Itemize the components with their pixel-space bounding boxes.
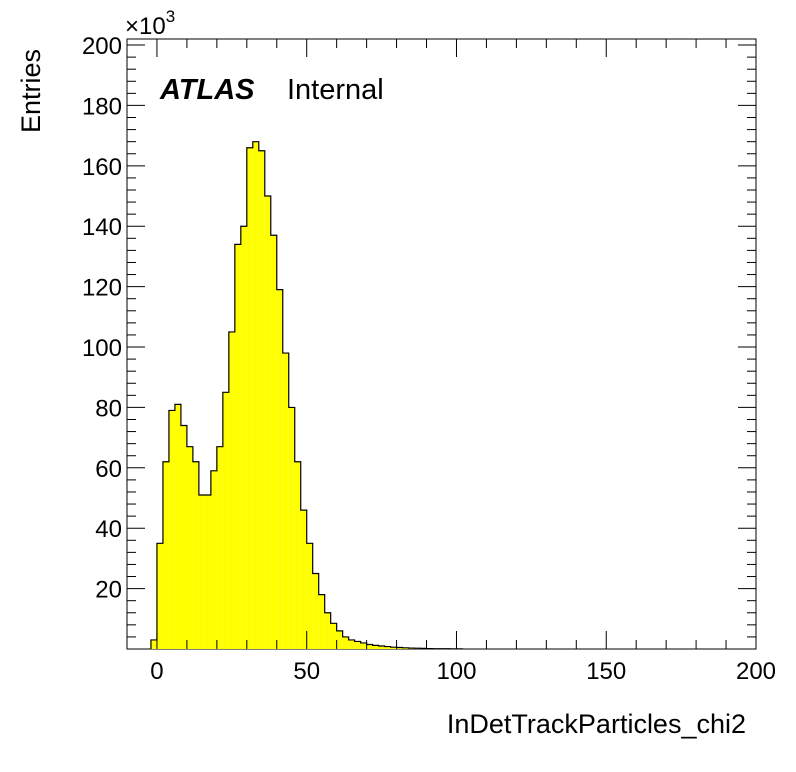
atlas-label: ATLAS <box>159 74 255 106</box>
y-tick-label: 40 <box>95 516 122 543</box>
y-tick-label: 20 <box>95 577 122 604</box>
histogram-bar <box>366 644 373 649</box>
histogram-bar <box>234 244 241 649</box>
histogram-bar <box>168 410 175 649</box>
y-tick-label: 180 <box>82 93 122 120</box>
histogram-bar <box>186 446 193 649</box>
y-multiplier: ×103 <box>125 7 175 40</box>
y-tick-label: 160 <box>82 154 122 181</box>
y-tick-label: 140 <box>82 214 122 241</box>
histogram-bar <box>252 141 259 649</box>
histogram-bar <box>240 226 247 649</box>
x-tick-label: 200 <box>736 658 776 685</box>
x-axis-title: InDetTrackParticles_chi2 <box>447 709 746 739</box>
x-tick-label: 100 <box>436 658 476 685</box>
y-tick-label: 120 <box>82 275 122 302</box>
histogram-bar <box>228 331 235 649</box>
histogram-bar <box>312 573 319 649</box>
histogram-bar <box>294 461 301 649</box>
y-tick-label: 100 <box>82 335 122 362</box>
histogram-bar <box>198 494 205 649</box>
histogram-bar <box>276 289 283 649</box>
histogram-bar <box>384 646 391 649</box>
y-tick-label: 80 <box>95 395 122 422</box>
histogram-bar <box>300 510 307 649</box>
histogram-bar <box>180 425 187 649</box>
histogram-bar <box>216 446 223 649</box>
histogram-bar <box>396 647 403 649</box>
histogram-bar <box>150 639 157 649</box>
histogram-bar <box>282 353 289 649</box>
histogram-bar <box>318 594 325 649</box>
histogram-bar <box>174 404 181 649</box>
histogram-bar <box>306 543 313 649</box>
x-tick-labels: 0 50 100 150 200 <box>150 658 776 685</box>
histogram-bar <box>246 147 253 649</box>
histogram-bar <box>390 647 397 649</box>
y-tick-label: 60 <box>95 456 122 483</box>
x-tick-label: 0 <box>150 658 163 685</box>
histogram-bar <box>156 543 163 649</box>
histogram-bar <box>162 461 169 649</box>
histogram-bar <box>264 196 271 649</box>
histogram-bar <box>336 630 343 649</box>
histogram-bar <box>222 392 229 649</box>
histogram-bar <box>354 641 361 649</box>
y-tick-label: 200 <box>82 33 122 60</box>
histogram-bar <box>324 612 331 649</box>
axis-ticks <box>126 39 757 649</box>
histogram-bar <box>192 461 199 649</box>
histogram-bar <box>348 639 355 649</box>
y-axis-title: Entries <box>16 49 46 133</box>
histogram-bar <box>372 645 379 649</box>
x-tick-label: 50 <box>293 658 320 685</box>
histogram-bar <box>270 235 277 650</box>
histogram-bar <box>402 647 409 649</box>
histogram-outline <box>150 141 464 650</box>
histogram-bar <box>210 470 217 649</box>
histogram-bar <box>288 407 295 649</box>
histogram-bars <box>150 141 464 650</box>
histogram-bar <box>342 636 349 649</box>
histogram-bar <box>330 623 337 649</box>
internal-label: Internal <box>287 74 384 106</box>
histogram-bar <box>360 642 367 649</box>
x-tick-label: 150 <box>586 658 626 685</box>
histogram-bar <box>258 150 265 649</box>
histogram-bar <box>204 494 211 649</box>
y-tick-labels: 20 40 60 80 100 120 140 160 180 200 <box>82 33 122 604</box>
histogram-bar <box>378 645 385 649</box>
